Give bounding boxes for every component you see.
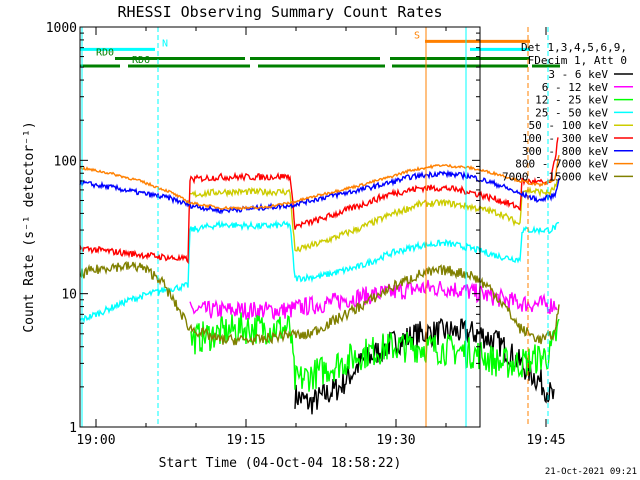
series-6	[79, 137, 559, 265]
series-line	[190, 312, 560, 392]
series-lines	[79, 137, 560, 415]
flag-label: RD6	[132, 55, 150, 66]
legend-entry-label: 300 - 800 keV	[522, 145, 608, 158]
plot-area: N S RD0 RD6 19:0019:1519:3019:4520:0020:152…	[46, 21, 566, 448]
legend-entry-label: 100 - 300 keV	[522, 132, 608, 145]
plot-frame	[79, 26, 481, 428]
series-line	[189, 279, 558, 321]
legend-entry-label: 7000 - 15000 keV	[502, 170, 608, 183]
axis-ticks: 19:0019:1519:3019:4520:0020:1520:3011010…	[46, 21, 566, 448]
flag-label: RD0	[96, 48, 114, 59]
flag-label: N	[162, 38, 168, 49]
series-line	[79, 169, 560, 215]
series-line	[294, 317, 555, 415]
series-9	[79, 260, 560, 346]
flag-label: S	[414, 30, 420, 41]
legend-entry-label: 6 - 12 keV	[542, 81, 609, 94]
series-line	[79, 137, 559, 265]
legend-entry-label: 25 - 50 keV	[535, 106, 608, 119]
series-7	[79, 169, 560, 215]
legend: Det 1,3,4,5,6,9,FDecim 1, Att 03 - 6 keV…	[502, 41, 633, 183]
y-tick-label: 10	[61, 288, 77, 303]
legend-header: FDecim 1, Att 0	[528, 54, 627, 67]
x-tick-label: 19:30	[376, 433, 415, 448]
series-2	[189, 279, 558, 321]
series-line	[79, 219, 560, 324]
x-tick-label: 19:15	[226, 433, 265, 448]
y-tick-label: 100	[54, 154, 77, 169]
series-line	[79, 260, 560, 346]
series-5	[190, 178, 560, 253]
x-tick-label: 19:45	[526, 433, 565, 448]
legend-entry-label: 800 - 7000 keV	[515, 158, 608, 171]
series-4	[79, 219, 560, 324]
series-1	[294, 317, 555, 415]
series-3	[190, 312, 560, 392]
legend-entry-label: 50 - 100 keV	[529, 119, 609, 132]
y-tick-label: 1000	[46, 21, 77, 36]
x-tick-label: 19:00	[76, 433, 115, 448]
series-line	[79, 154, 560, 211]
series-line	[190, 178, 560, 253]
y-tick-label: 1	[69, 421, 77, 436]
legend-entry-label: 3 - 6 keV	[548, 68, 608, 81]
x-axis-label: Start Time (04-Oct-04 18:58:22)	[159, 456, 402, 471]
flag-lines: N S RD0 RD6	[80, 30, 560, 68]
y-axis-label: Count Rate (s⁻¹ detector⁻¹)	[22, 121, 37, 332]
chart-title: RHESSI Observing Summary Count Rates	[117, 3, 442, 21]
footer-timestamp: 21-Oct-2021 09:21	[545, 467, 637, 477]
vertical-markers	[81, 27, 549, 427]
legend-header: Det 1,3,4,5,6,9,	[521, 41, 627, 54]
legend-entry-label: 12 - 25 keV	[535, 94, 608, 107]
series-8	[79, 154, 560, 211]
